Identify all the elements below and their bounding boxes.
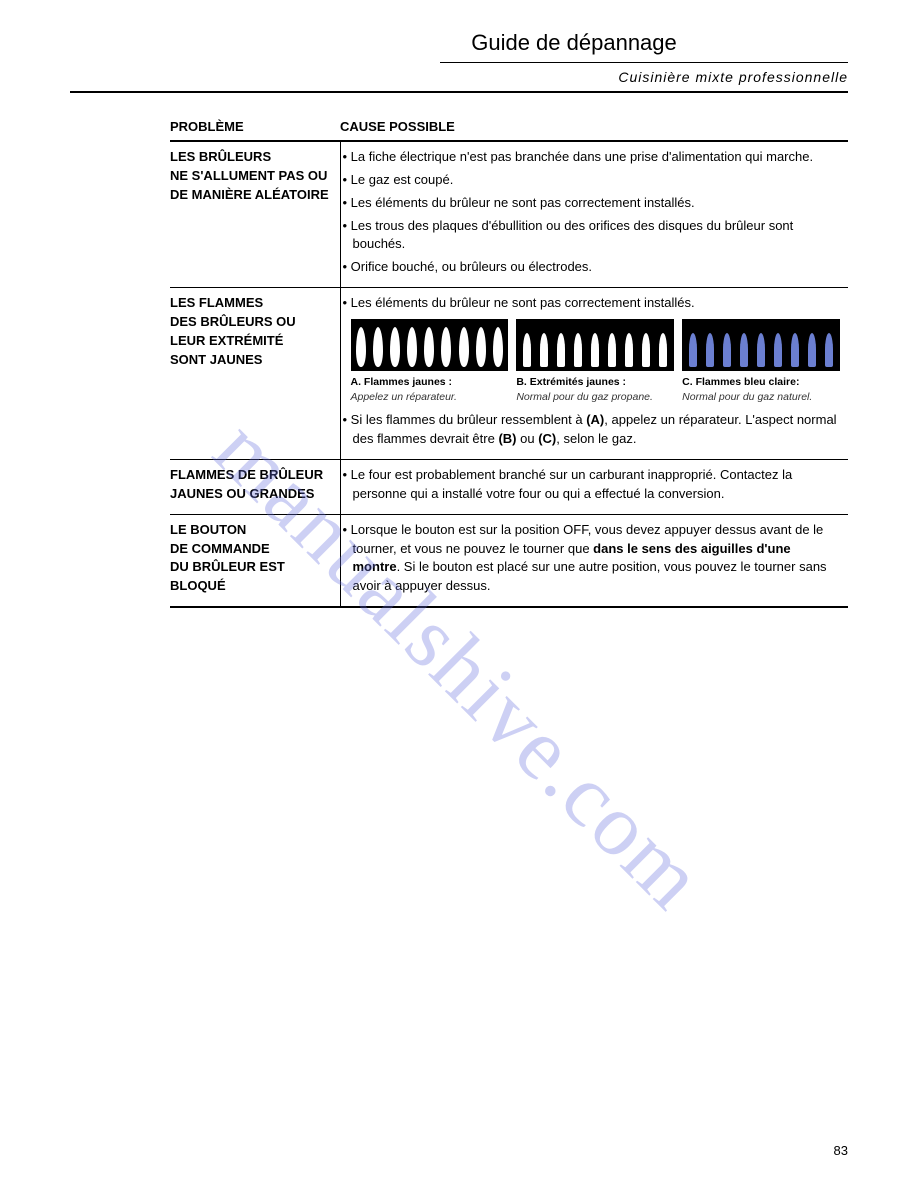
caption-label: B. Extrémités jaunes : bbox=[516, 375, 674, 390]
cause-text: . Si le bouton est placé sur une autre p… bbox=[353, 559, 827, 593]
cause-cell: Le four est probablement branché sur un … bbox=[340, 460, 848, 515]
table-row: LE BOUTON DE COMMANDE DU BRÛLEUR EST BLO… bbox=[170, 514, 848, 607]
cause-item: Lorsque le bouton est sur la position OF… bbox=[343, 521, 841, 596]
problem-line: DU BRÛLEUR EST bbox=[170, 559, 285, 574]
cause-bold: (A) bbox=[586, 412, 604, 427]
cause-item: La fiche électrique n'est pas branchée d… bbox=[343, 148, 841, 167]
title-rule bbox=[440, 62, 848, 63]
header-rule bbox=[70, 91, 848, 93]
problem-line: DES BRÛLEURS OU bbox=[170, 314, 296, 329]
col-cause: CAUSE POSSIBLE bbox=[340, 113, 848, 141]
problem-cell: FLAMMES DE BRÛLEUR JAUNES OU GRANDES bbox=[170, 460, 340, 515]
problem-line: SONT JAUNES bbox=[170, 352, 262, 367]
problem-cell: LE BOUTON DE COMMANDE DU BRÛLEUR EST BLO… bbox=[170, 514, 340, 607]
cause-item: Les éléments du brûleur ne sont pas corr… bbox=[343, 294, 841, 313]
cause-text: , selon le gaz. bbox=[556, 431, 636, 446]
cause-item: Le gaz est coupé. bbox=[343, 171, 841, 190]
flame-panel-c bbox=[682, 319, 840, 371]
problem-line: DE MANIÈRE ALÉATOIRE bbox=[170, 187, 329, 202]
page-subtitle: Cuisinière mixte professionnelle bbox=[70, 69, 848, 85]
problem-line: LES BRÛLEURS bbox=[170, 149, 271, 164]
cause-item: Orifice bouché, ou brûleurs ou électrode… bbox=[343, 258, 841, 277]
flame-panel-a bbox=[351, 319, 509, 371]
flame-panel-b bbox=[516, 319, 674, 371]
flame-figure bbox=[351, 319, 841, 371]
caption-sub: Normal pour du gaz propane. bbox=[516, 390, 674, 405]
caption-sub: Appelez un réparateur. bbox=[351, 390, 509, 405]
problem-cell: LES FLAMMES DES BRÛLEURS OU LEUR EXTRÉMI… bbox=[170, 288, 340, 460]
cause-item: Les éléments du brûleur ne sont pas corr… bbox=[343, 194, 841, 213]
problem-line: BLOQUÉ bbox=[170, 578, 226, 593]
problem-line: DE COMMANDE bbox=[170, 541, 270, 556]
cause-text: Si les flammes du brûleur ressemblent à bbox=[351, 412, 587, 427]
cause-cell: Lorsque le bouton est sur la position OF… bbox=[340, 514, 848, 607]
caption-label: A. Flammes jaunes : bbox=[351, 375, 509, 390]
caption-sub: Normal pour du gaz naturel. bbox=[682, 390, 840, 405]
cause-item: Si les flammes du brûleur ressemblent à … bbox=[343, 411, 841, 449]
troubleshoot-table: PROBLÈME CAUSE POSSIBLE LES BRÛLEURS NE … bbox=[170, 113, 848, 608]
problem-line: LES FLAMMES bbox=[170, 295, 263, 310]
flame-captions: A. Flammes jaunes : Appelez un réparateu… bbox=[351, 375, 841, 405]
problem-line: JAUNES OU GRANDES bbox=[170, 486, 314, 501]
problem-line: LE BOUTON bbox=[170, 522, 246, 537]
table-row: LES BRÛLEURS NE S'ALLUMENT PAS OU DE MAN… bbox=[170, 141, 848, 288]
page-title: Guide de dépannage bbox=[300, 30, 848, 56]
problem-line: NE S'ALLUMENT PAS OU bbox=[170, 168, 327, 183]
col-problem: PROBLÈME bbox=[170, 113, 340, 141]
caption-label: C. Flammes bleu claire: bbox=[682, 375, 840, 390]
cause-cell: La fiche électrique n'est pas branchée d… bbox=[340, 141, 848, 288]
problem-line: LEUR EXTRÉMITÉ bbox=[170, 333, 283, 348]
cause-bold: (C) bbox=[538, 431, 556, 446]
cause-item: Le four est probablement branché sur un … bbox=[343, 466, 841, 504]
cause-item: Les trous des plaques d'ébullition ou de… bbox=[343, 217, 841, 255]
cause-text: ou bbox=[517, 431, 539, 446]
problem-line: FLAMMES DE BRÛLEUR bbox=[170, 467, 323, 482]
page-number: 83 bbox=[834, 1143, 848, 1158]
cause-bold: (B) bbox=[498, 431, 516, 446]
cause-cell: Les éléments du brûleur ne sont pas corr… bbox=[340, 288, 848, 460]
table-row: FLAMMES DE BRÛLEUR JAUNES OU GRANDES Le … bbox=[170, 460, 848, 515]
table-row: LES FLAMMES DES BRÛLEURS OU LEUR EXTRÉMI… bbox=[170, 288, 848, 460]
problem-cell: LES BRÛLEURS NE S'ALLUMENT PAS OU DE MAN… bbox=[170, 141, 340, 288]
